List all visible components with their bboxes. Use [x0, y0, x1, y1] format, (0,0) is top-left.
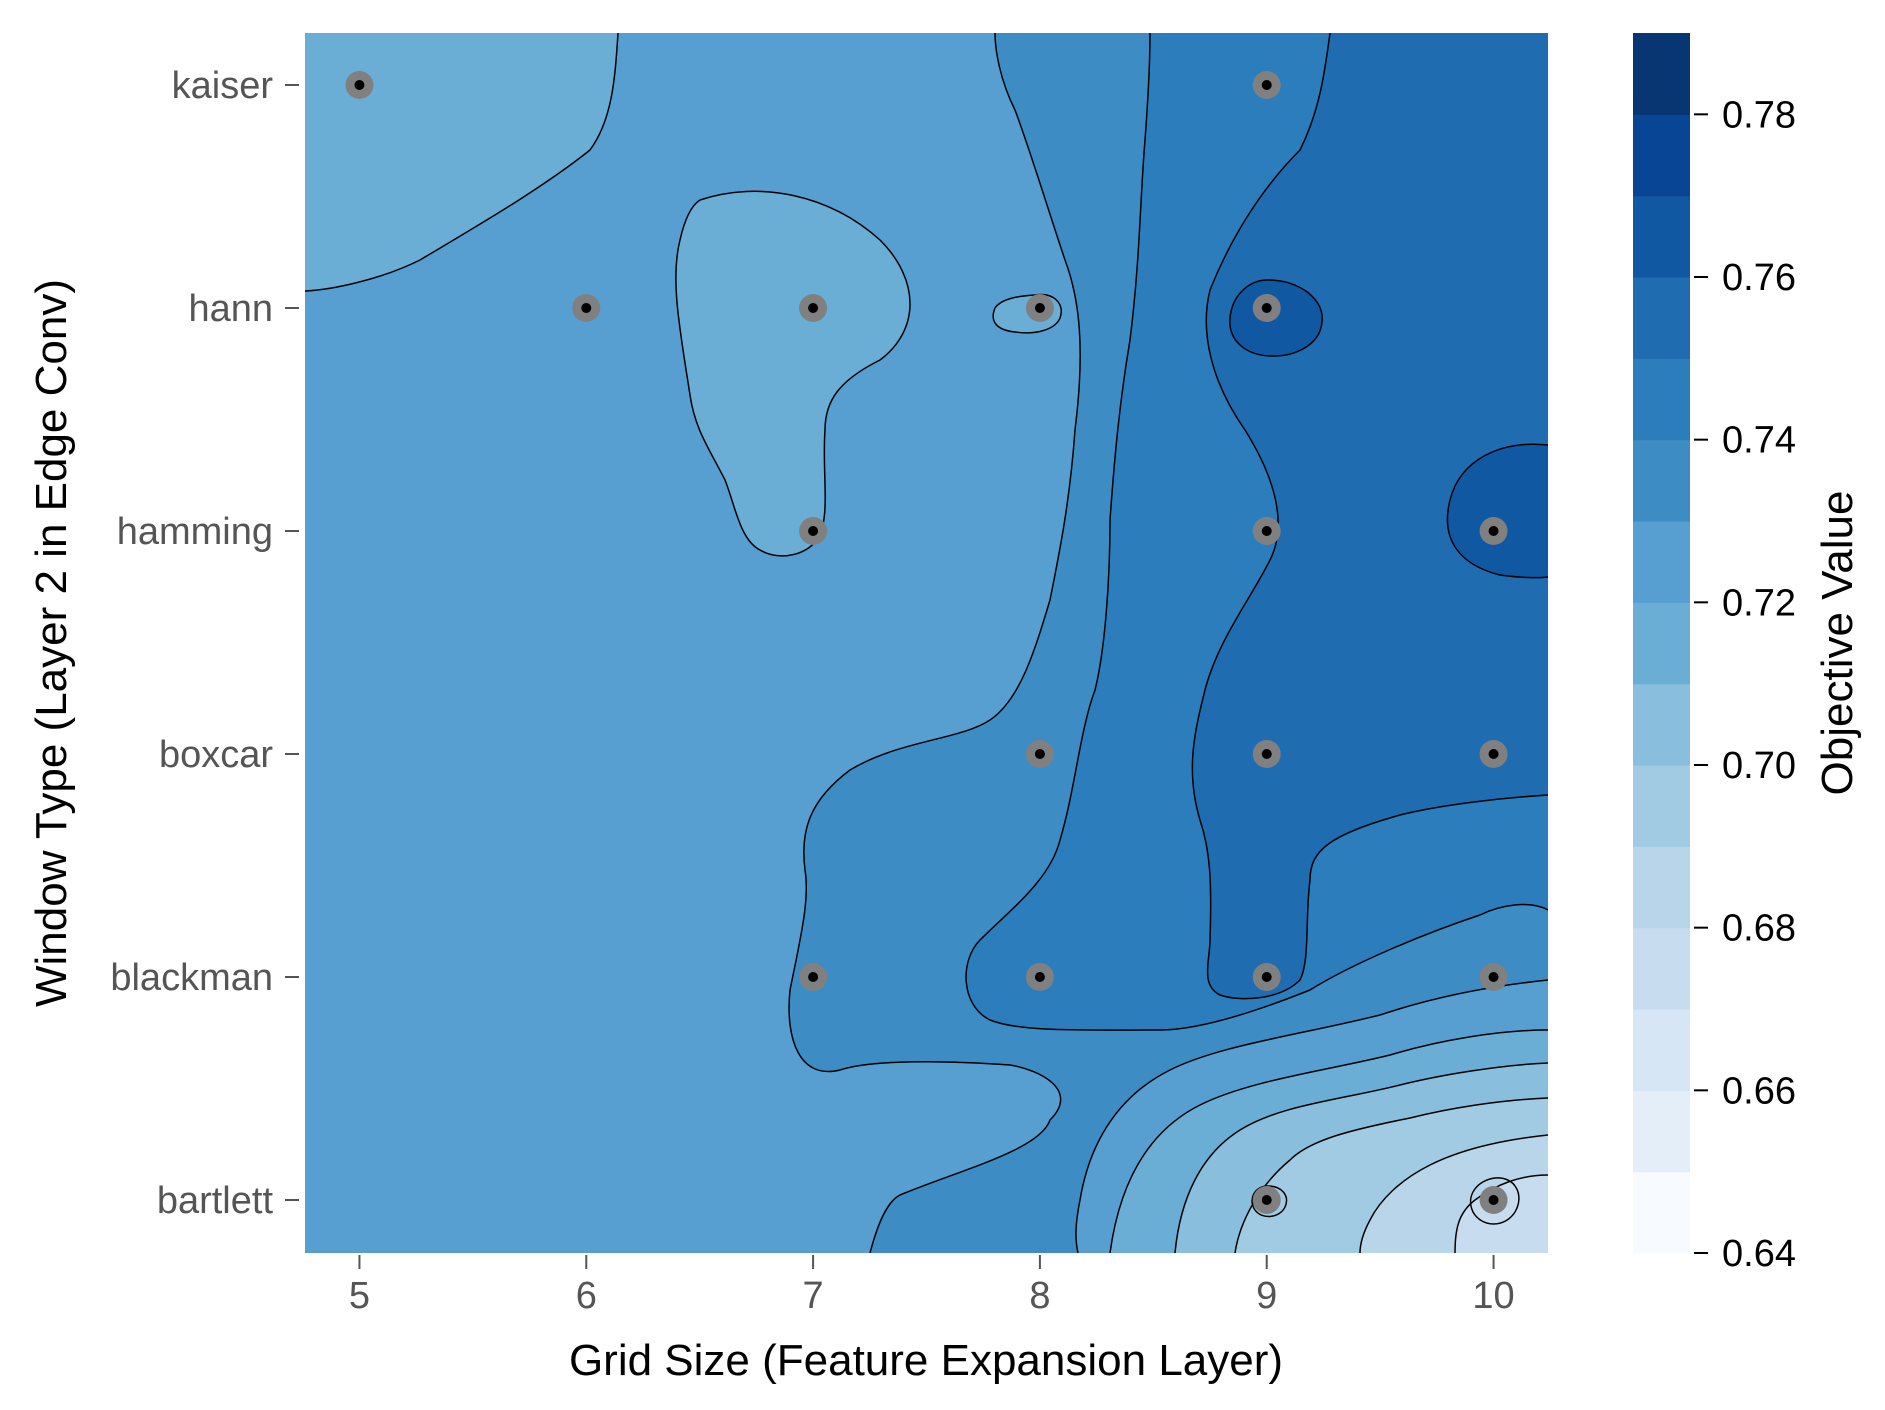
- trial-markers: [345, 71, 1508, 1214]
- colorbar-tick-label: 0.74: [1722, 420, 1796, 462]
- trial-marker-inner: [1261, 303, 1272, 313]
- contour-line-0.71-low: [1109, 1029, 1548, 1253]
- trial-marker-inner: [354, 80, 365, 90]
- contour-line-0.75: [1191, 33, 1548, 1000]
- y-tick-label: boxcar: [159, 734, 273, 776]
- colorbar-segment: [1633, 846, 1690, 929]
- contour-line-0.71-small: [992, 293, 1062, 334]
- y-axis-label: Window Type (Layer 2 in Edge Conv): [27, 279, 76, 1007]
- colorbar-segment: [1633, 277, 1690, 359]
- trial-marker-inner: [581, 303, 592, 313]
- colorbar-tick-label: 0.76: [1722, 257, 1796, 299]
- y-tick-label: hann: [188, 288, 273, 330]
- colorbar-tick-label: 0.70: [1722, 745, 1796, 787]
- trial-marker-inner: [1261, 1195, 1272, 1205]
- contour-lines: [305, 33, 1548, 1253]
- colorbar-segment: [1633, 114, 1690, 197]
- colorbar-tick-label: 0.64: [1722, 1233, 1796, 1275]
- colorbar-tick-label: 0.68: [1722, 908, 1796, 950]
- colorbar-segment: [1633, 33, 1690, 115]
- plot-area: [305, 33, 1548, 1253]
- contour-fills: [305, 33, 1548, 1253]
- x-axis-label: Grid Size (Feature Expansion Layer): [569, 1336, 1283, 1385]
- contour-line-bartlett-loop-10: [1469, 1177, 1520, 1225]
- contour-line-0.70-low: [1174, 1062, 1548, 1253]
- trial-marker-inner: [1488, 749, 1499, 759]
- trial-marker-inner: [808, 303, 819, 313]
- contour-line-0.76-hamming: [1446, 443, 1548, 579]
- colorbar-segment: [1633, 602, 1690, 685]
- y-tick-label: bartlett: [157, 1180, 274, 1222]
- colorbar-tick-label: 0.78: [1722, 94, 1796, 136]
- x-tick-label: 9: [1256, 1275, 1277, 1317]
- contour-line-0.76-hann: [1229, 279, 1323, 357]
- contour-region-kaiser-corner: [305, 33, 618, 291]
- colorbar-label: Objective Value: [1813, 491, 1862, 796]
- x-tick-label: 10: [1472, 1275, 1514, 1317]
- y-axis: kaiser hann hamming boxcar blackman bartlett: [110, 65, 299, 1222]
- contour-line-0.74: [965, 33, 1548, 1031]
- colorbar-segment: [1633, 521, 1690, 603]
- colorbar-segment: [1633, 683, 1690, 766]
- contour-region-0.76-hamming: [1447, 444, 1548, 578]
- contour-region-0.71-island: [675, 191, 910, 556]
- contour-line-0.72-low: [1075, 979, 1548, 1253]
- x-tick-label: 8: [1029, 1275, 1050, 1317]
- contour-line-0.68-low: [1359, 1134, 1548, 1253]
- y-tick-label: kaiser: [172, 65, 274, 107]
- colorbar-segment: [1633, 927, 1690, 1010]
- trial-marker-inner: [1034, 303, 1045, 313]
- trial-marker-inner: [1034, 749, 1045, 759]
- trial-marker-inner: [1488, 972, 1499, 982]
- y-tick-label: hamming: [117, 511, 273, 553]
- trial-marker-inner: [808, 526, 819, 536]
- trial-marker-inner: [1261, 80, 1272, 90]
- colorbar-tick-label: 0.66: [1722, 1070, 1796, 1112]
- trial-marker-inner: [1034, 972, 1045, 982]
- x-tick-label: 5: [349, 1275, 370, 1317]
- colorbar-segment: [1633, 1009, 1690, 1091]
- colorbar-segment: [1633, 1171, 1690, 1254]
- trial-marker-inner: [1261, 972, 1272, 982]
- trial-marker-inner: [1261, 749, 1272, 759]
- trial-marker-inner: [1261, 526, 1272, 536]
- colorbar-tick-label: 0.72: [1722, 582, 1796, 624]
- colorbar-segment: [1633, 765, 1690, 847]
- x-tick-label: 7: [803, 1275, 824, 1317]
- contour-region-0.75: [1192, 33, 1548, 999]
- contour-region-0.67-low: [1455, 1175, 1548, 1253]
- y-tick-label: blackman: [110, 957, 273, 999]
- contour-line-bartlett-loop-9: [1251, 1185, 1288, 1218]
- contour-line-0.73: [788, 33, 1081, 1253]
- contour-line-kaiser-corner: [305, 33, 619, 292]
- colorbar-segment: [1633, 358, 1690, 441]
- colorbar: 0.64 0.66 0.68 0.70 0.72 0.74 0.76 0.78: [1633, 33, 1796, 1275]
- trial-marker-inner: [1488, 1195, 1499, 1205]
- contour-line-0.67-low: [1454, 1174, 1548, 1253]
- x-axis: 5 6 7 8 9 10: [349, 1255, 1515, 1317]
- trial-marker-inner: [808, 972, 819, 982]
- colorbar-segment: [1633, 1090, 1690, 1173]
- colorbar-segment: [1633, 195, 1690, 278]
- colorbar-segment: [1633, 439, 1690, 522]
- trial-marker-inner: [1488, 526, 1499, 536]
- x-tick-label: 6: [576, 1275, 597, 1317]
